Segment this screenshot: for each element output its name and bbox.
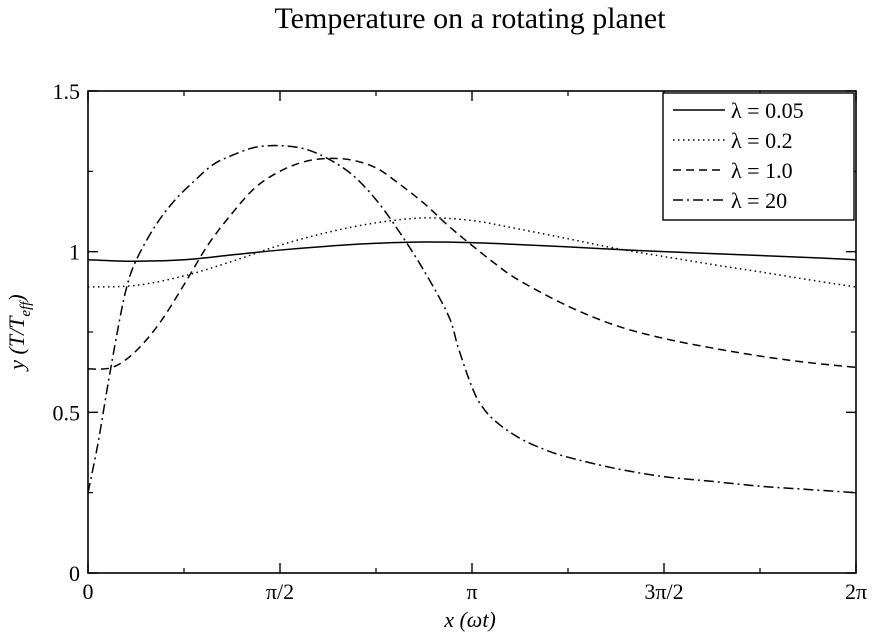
- series-line-1: [87, 241, 856, 263]
- x-axis-label: x (ωt): [443, 607, 496, 632]
- x-tick-label: 0: [83, 579, 94, 604]
- y-tick-label: 1.5: [53, 79, 81, 104]
- legend-label-1: λ = 0.05: [731, 98, 804, 123]
- y-axis-label-subscript: eff: [18, 300, 34, 317]
- y-axis-label-suffix: ): [4, 294, 29, 303]
- x-tick-label: π/2: [266, 579, 294, 604]
- chart-title: Temperature on a rotating planet: [274, 2, 666, 35]
- legend-label-2: λ = 0.2: [731, 128, 793, 153]
- legend-box: [662, 92, 855, 221]
- series-layer: [87, 144, 856, 494]
- y-tick-label: 1: [69, 240, 80, 265]
- legend-label-4: λ = 20: [731, 188, 787, 213]
- x-tick-label: 2π: [845, 579, 867, 604]
- x-tick-label: π: [466, 579, 477, 604]
- series-line-4: [87, 144, 856, 494]
- legend-label-3: λ = 1.0: [731, 158, 793, 183]
- y-tick-label: 0: [69, 561, 80, 586]
- legend: λ = 0.05 λ = 0.2 λ = 1.0 λ = 20: [662, 92, 855, 221]
- y-tick-label: 0.5: [53, 400, 81, 425]
- y-axis-label: y (T/Teff): [4, 294, 34, 372]
- x-tick-label: 3π/2: [644, 579, 683, 604]
- y-axis-label-prefix: y (T/T: [4, 315, 29, 372]
- series-line-3: [87, 157, 856, 370]
